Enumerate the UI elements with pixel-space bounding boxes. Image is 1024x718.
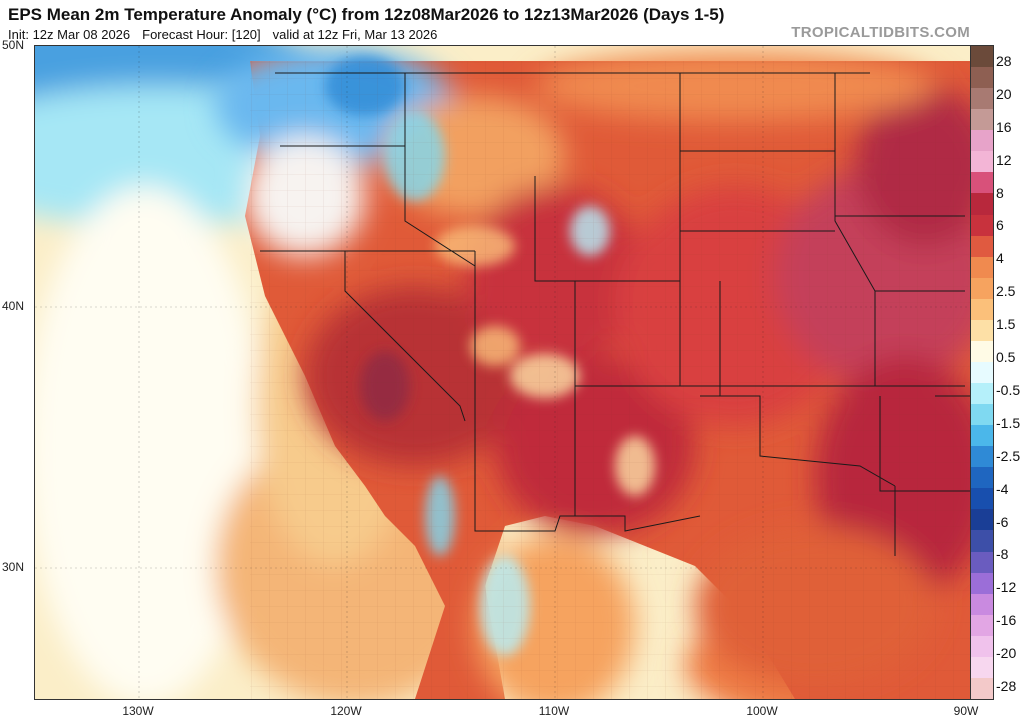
colorbar-label: 16 — [996, 118, 1012, 135]
map-canvas — [35, 46, 971, 699]
colorbar-segment — [971, 193, 993, 215]
colorbar-segment — [971, 319, 993, 342]
colorbar-label: 0.5 — [996, 349, 1016, 366]
colorbar-segment — [971, 446, 993, 468]
anomaly-map — [34, 45, 972, 700]
colorbar-label: 4 — [996, 250, 1004, 267]
colorbar-segment — [971, 614, 993, 637]
colorbar-segment — [971, 340, 993, 363]
valid-time: valid at 12z Fri, Mar 13 2026 — [272, 27, 438, 42]
colorbar-segment — [971, 361, 993, 384]
colorbar-label: 2.5 — [996, 283, 1016, 300]
colorbar-segment — [971, 277, 993, 300]
state-borders — [260, 72, 970, 556]
colorbar-segment — [971, 235, 993, 258]
colorbar-label: 28 — [996, 53, 1012, 69]
colorbar-label: -12 — [996, 579, 1017, 596]
colorbar-label: 12 — [996, 151, 1012, 168]
colorbar-segment — [971, 383, 993, 405]
colorbar-label: 1.5 — [996, 316, 1016, 333]
colorbar-segment — [971, 425, 993, 447]
colorbar-segment — [971, 130, 993, 152]
colorbar-segment — [971, 214, 993, 237]
colorbar-segment — [971, 635, 993, 658]
colorbar-label: -2.5 — [996, 447, 1021, 464]
colorbar-segment — [971, 404, 993, 426]
county-grid — [250, 61, 971, 699]
colorbar-label: -6 — [996, 513, 1009, 530]
lat-label-50n: 50N — [2, 38, 25, 52]
colorbar-label: 8 — [996, 184, 1004, 201]
colorbar-segment — [971, 677, 993, 700]
colorbar — [970, 45, 994, 700]
lon-label-110w: 110W — [538, 704, 570, 718]
colorbar-label: 20 — [996, 85, 1012, 102]
colorbar-segment — [971, 151, 993, 173]
colorbar-segment — [971, 88, 993, 110]
colorbar-label: -8 — [996, 546, 1009, 563]
init-time: Init: 12z Mar 08 2026 — [8, 27, 131, 42]
lon-label-120w: 120W — [330, 704, 362, 718]
colorbar-segment — [971, 572, 993, 595]
forecast-hour: Forecast Hour: [120] — [142, 27, 261, 42]
colorbar-label: 6 — [996, 217, 1004, 234]
colorbar-label: -28 — [996, 678, 1017, 694]
colorbar-segment — [971, 172, 993, 194]
lat-label-40n: 40N — [2, 299, 25, 313]
lat-label-30n: 30N — [2, 560, 25, 574]
colorbar-segment — [971, 656, 993, 679]
colorbar-segment — [971, 67, 993, 89]
colorbar-label: -0.5 — [996, 381, 1021, 398]
colorbar-segment — [971, 109, 993, 131]
colorbar-segment — [971, 551, 993, 574]
site-credit: TROPICALTIDBITS.COM — [791, 24, 970, 41]
lon-label-90w: 90W — [953, 704, 979, 718]
map-title: EPS Mean 2m Temperature Anomaly (°C) fro… — [8, 5, 725, 24]
colorbar-label: -20 — [996, 645, 1017, 662]
lon-label-130w: 130W — [122, 704, 154, 718]
colorbar-label: -1.5 — [996, 414, 1021, 431]
map-subtitle: Init: 12z Mar 08 2026 Forecast Hour: [120… — [8, 27, 437, 42]
colorbar-segment — [971, 509, 993, 531]
graticule — [35, 46, 971, 699]
colorbar-segment — [971, 46, 993, 68]
colorbar-segment — [971, 593, 993, 616]
colorbar-label: -16 — [996, 612, 1017, 629]
colorbar-segment — [971, 298, 993, 321]
lon-label-100w: 100W — [746, 704, 778, 718]
colorbar-label: -4 — [996, 480, 1009, 497]
colorbar-segment — [971, 530, 993, 553]
colorbar-segment — [971, 488, 993, 510]
colorbar-segment — [971, 467, 993, 489]
colorbar-segment — [971, 256, 993, 279]
